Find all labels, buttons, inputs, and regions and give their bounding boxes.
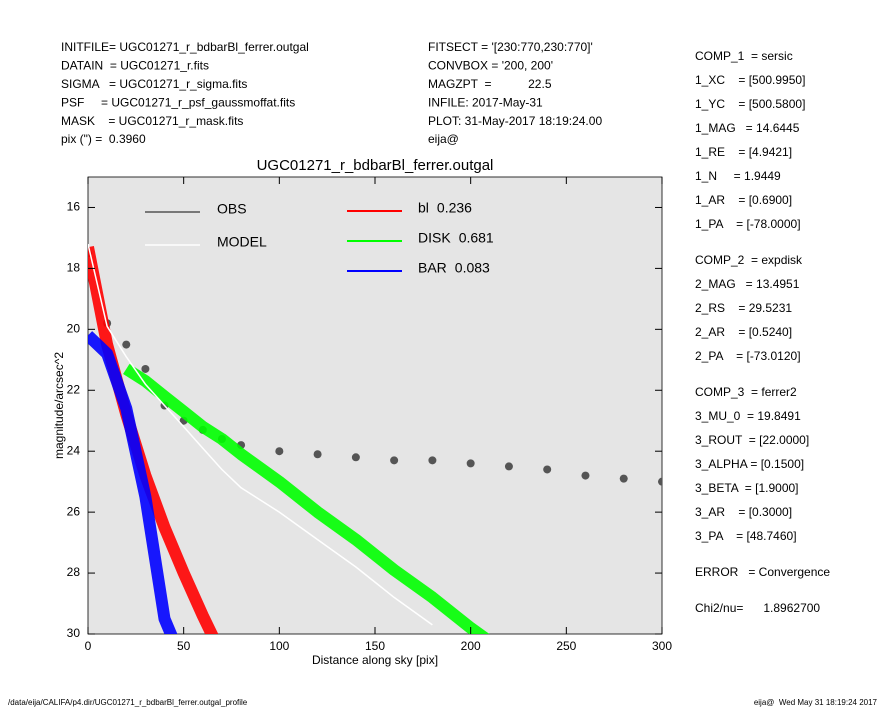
x-tick-label: 200 (461, 639, 481, 653)
model-band (123, 363, 490, 634)
fit-parameter: 1_YC = [500.5800] (695, 97, 805, 111)
fit-parameter: 1_PA = [-78.0000] (695, 217, 801, 231)
header-line: PLOT: 31-May-2017 18:19:24.00 (428, 114, 602, 128)
header-line: SIGMA = UGC01271_r_sigma.fits (61, 77, 247, 91)
obs-point (543, 465, 552, 474)
model-line (88, 243, 433, 626)
fit-parameter: 3_ROUT = [22.0000] (695, 433, 809, 447)
obs-point (619, 474, 628, 483)
fit-parameter: 1_XC = [500.9950] (695, 73, 805, 87)
x-tick-label: 50 (177, 639, 191, 653)
legend-label: MODEL (217, 234, 267, 250)
model-band (88, 331, 178, 634)
header-line: MAGZPT = 22.5 (428, 77, 552, 91)
fit-parameter: 3_PA = [48.7460] (695, 529, 797, 543)
fit-parameter: 1_N = 1.9449 (695, 169, 781, 183)
y-tick-label: 28 (67, 565, 81, 579)
header-line: FITSECT = '[230:770,230:770]' (428, 40, 593, 54)
y-tick-label: 26 (67, 504, 81, 518)
fit-parameter: 2_RS = 29.5231 (695, 301, 792, 315)
y-tick-label: 16 (67, 200, 81, 214)
x-tick-label: 0 (85, 639, 92, 653)
fit-parameter: COMP_2 = expdisk (695, 253, 803, 267)
fit-parameter: 1_AR = [0.6900] (695, 193, 792, 207)
obs-point (122, 340, 131, 349)
header-line: pix (") = 0.3960 (61, 132, 146, 146)
fit-parameter: ERROR = Convergence (695, 565, 830, 579)
legend-fraction: 0.236 (437, 200, 472, 216)
legend-fraction: 0.681 (459, 230, 494, 246)
obs-point (313, 450, 322, 459)
header-line: PSF = UGC01271_r_psf_gaussmoffat.fits (61, 95, 295, 109)
obs-point (428, 456, 437, 465)
header-line: eija@ (428, 132, 459, 146)
header-line: INITFILE= UGC01271_r_bdbarBl_ferrer.outg… (61, 40, 309, 54)
fit-parameter: 1_RE = [4.9421] (695, 145, 792, 159)
header-line: INFILE: 2017-May-31 (428, 95, 543, 109)
y-tick-label: 20 (67, 322, 81, 336)
fit-parameter: 3_MU_0 = 19.8491 (695, 409, 801, 423)
fit-parameter: 3_AR = [0.3000] (695, 505, 792, 519)
x-tick-label: 300 (652, 639, 672, 653)
header-line: DATAIN = UGC01271_r.fits (61, 59, 209, 73)
header-line: CONVBOX = '200, 200' (428, 59, 553, 73)
legend-label: DISK (418, 230, 451, 246)
plot-content (88, 243, 662, 634)
fit-parameter: 3_ALPHA = [0.1500] (695, 457, 804, 471)
x-tick-label: 100 (269, 639, 289, 653)
legend-label: OBS (217, 201, 247, 217)
y-tick-label: 22 (67, 382, 81, 396)
fit-parameter: 1_MAG = 14.6445 (695, 121, 800, 135)
obs-point (658, 477, 662, 486)
x-tick-label: 150 (365, 639, 385, 653)
y-tick-label: 30 (67, 626, 81, 640)
obs-point (351, 453, 360, 462)
y-tick-label: 18 (67, 261, 81, 275)
y-axis-label: magnitude/arcsec^2 (52, 352, 66, 459)
legend-label: bl (418, 200, 429, 216)
fit-parameter: 3_BETA = [1.9000] (695, 481, 799, 495)
y-tick-label: 24 (67, 443, 81, 457)
fit-parameter: COMP_1 = sersic (695, 49, 793, 63)
fit-parameter: 2_MAG = 13.4951 (695, 277, 800, 291)
obs-point (581, 471, 590, 480)
fit-parameter: 2_PA = [-73.0120] (695, 349, 801, 363)
obs-point (466, 459, 475, 468)
legend-fraction: 0.083 (455, 260, 490, 276)
fit-parameter: 2_AR = [0.5240] (695, 325, 792, 339)
header-line: MASK = UGC01271_r_mask.fits (61, 114, 243, 128)
footer-date: eija@ Wed May 31 18:19:24 2017 (754, 698, 878, 707)
fit-parameter: COMP_3 = ferrer2 (695, 385, 797, 399)
obs-point (390, 456, 399, 465)
obs-point (141, 364, 150, 373)
footer-path: /data/eija/CALIFA/p4.dir/UGC01271_r_bdba… (8, 698, 248, 707)
obs-point (504, 462, 513, 471)
x-axis-label: Distance along sky [pix] (312, 653, 438, 667)
obs-point (275, 447, 284, 456)
x-tick-label: 250 (556, 639, 576, 653)
fit-parameter: Chi2/nu= 1.8962700 (695, 601, 820, 615)
legend-label: BAR (418, 260, 447, 276)
chart-title: UGC01271_r_bdbarBl_ferrer.outgal (257, 157, 494, 174)
